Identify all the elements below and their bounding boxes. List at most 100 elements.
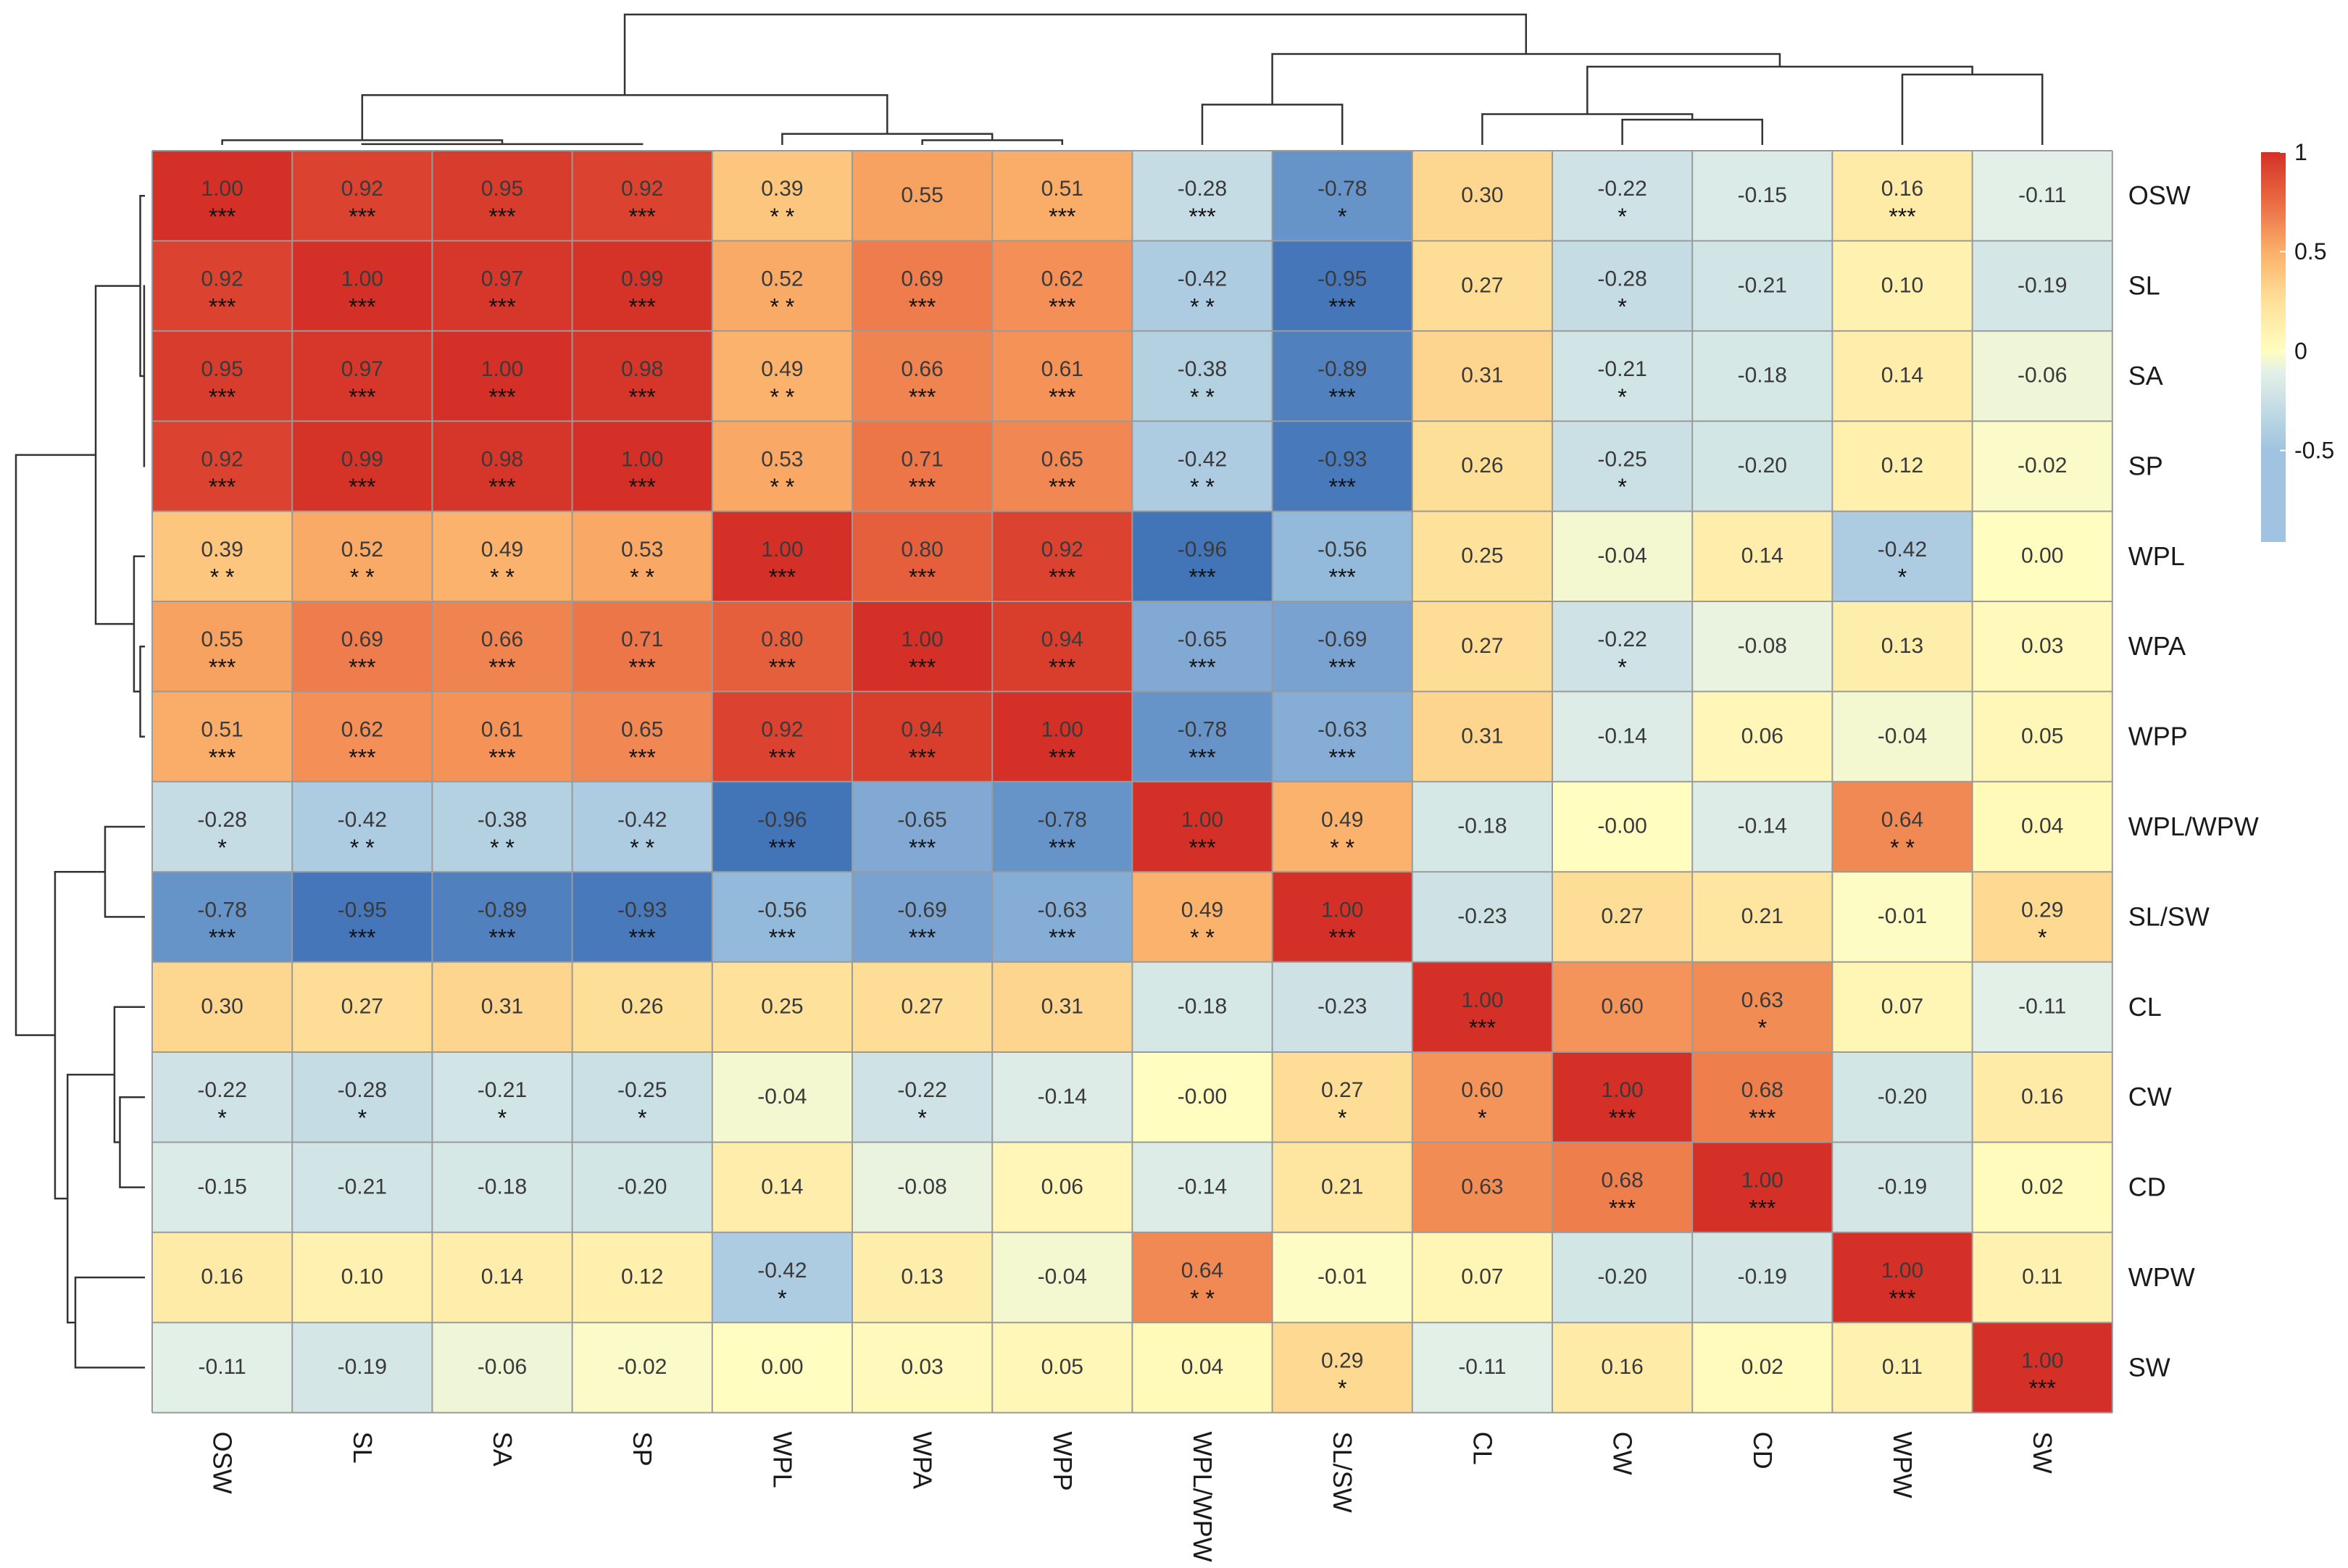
heatmap-cell bbox=[1832, 1322, 1973, 1413]
cell-value-label: -0.18 bbox=[1738, 364, 1787, 388]
cell-value-label: 0.39 bbox=[761, 177, 803, 201]
cell-significance-label: *** bbox=[1609, 1195, 1636, 1221]
row-label: CD bbox=[2128, 1172, 2166, 1202]
row-label: CW bbox=[2128, 1082, 2172, 1112]
heatmap-cell bbox=[1832, 151, 1973, 241]
heatmap-cell bbox=[1832, 962, 1973, 1052]
heatmap-cell bbox=[1972, 330, 2112, 422]
row-dendrogram-branch bbox=[133, 555, 145, 693]
cell-value-label: -0.42 bbox=[1178, 447, 1227, 471]
cell-value-label: 0.61 bbox=[481, 718, 523, 742]
cell-value-label: 1.00 bbox=[1041, 718, 1083, 742]
heatmap-cell bbox=[152, 781, 293, 872]
heatmap-cell bbox=[1552, 511, 1693, 601]
cell-significance-label: *** bbox=[209, 204, 236, 230]
row-label: OSW bbox=[2128, 180, 2191, 210]
heatmap-cell bbox=[432, 691, 573, 782]
heatmap-cell bbox=[572, 601, 712, 692]
cell-value-label: 0.00 bbox=[2021, 544, 2063, 568]
cell-significance-label: *** bbox=[209, 384, 236, 410]
cell-value-label: -0.02 bbox=[2018, 454, 2067, 478]
cell-value-label: 0.30 bbox=[1461, 183, 1503, 207]
heatmap-cell bbox=[432, 1322, 573, 1413]
cell-value-label: 0.52 bbox=[761, 267, 803, 291]
cell-value-label: -0.04 bbox=[1597, 544, 1646, 568]
cell-significance-label: *** bbox=[488, 293, 515, 320]
heatmap-cell bbox=[1132, 511, 1273, 601]
heatmap-cell bbox=[292, 691, 433, 782]
column-dendrogram-branch bbox=[1621, 118, 1764, 145]
cell-significance-label: *** bbox=[629, 474, 656, 500]
heatmap-cell bbox=[1692, 1052, 1833, 1143]
heatmap-cell bbox=[1132, 1322, 1273, 1413]
cell-value-label: 1.00 bbox=[1741, 1169, 1783, 1193]
cell-value-label: 0.14 bbox=[761, 1175, 803, 1198]
cell-value-label: -0.20 bbox=[617, 1175, 667, 1198]
heatmap-cell bbox=[1972, 872, 2112, 962]
column-label: SW bbox=[2028, 1432, 2057, 1474]
cell-value-label: 0.49 bbox=[1181, 898, 1223, 922]
cell-significance-label: *** bbox=[1188, 204, 1215, 230]
legend-tick-label: 0.5 bbox=[2294, 238, 2326, 264]
column-label: CL bbox=[1468, 1432, 1497, 1465]
heatmap-cell bbox=[152, 1232, 293, 1323]
heatmap-cell bbox=[1272, 511, 1412, 601]
cell-value-label: 0.97 bbox=[481, 267, 523, 291]
heatmap-cell bbox=[1132, 1142, 1273, 1233]
cell-significance-label: * bbox=[778, 1285, 786, 1311]
cell-value-label: -0.89 bbox=[1317, 357, 1367, 381]
cell-value-label: -0.11 bbox=[2018, 183, 2066, 207]
cell-value-label: 0.62 bbox=[1041, 267, 1083, 291]
heatmap-cell bbox=[992, 601, 1133, 692]
cell-value-label: -0.78 bbox=[1317, 177, 1367, 201]
row-label: SP bbox=[2128, 451, 2163, 480]
cell-value-label: 0.31 bbox=[1461, 724, 1503, 748]
column-dendrogram-branch bbox=[361, 94, 888, 141]
heatmap-cell bbox=[152, 1052, 293, 1143]
cell-value-label: -0.06 bbox=[478, 1355, 527, 1379]
heatmap-cell bbox=[1552, 151, 1693, 241]
cell-significance-label: * bbox=[1478, 1105, 1486, 1131]
cell-value-label: 0.02 bbox=[2021, 1175, 2063, 1198]
cell-value-label: -0.93 bbox=[617, 898, 667, 922]
heatmap-cell bbox=[292, 330, 433, 422]
heatmap-cell bbox=[1272, 872, 1412, 962]
cell-significance-label: *** bbox=[1329, 384, 1356, 410]
cell-value-label: -0.20 bbox=[1738, 454, 1787, 478]
legend-tick-label: 0 bbox=[2294, 338, 2307, 364]
cell-value-label: 1.00 bbox=[901, 627, 943, 651]
cell-significance-label: *** bbox=[1188, 654, 1215, 680]
cell-value-label: -0.65 bbox=[1178, 627, 1227, 651]
cell-significance-label: *** bbox=[1749, 1105, 1775, 1131]
heatmap-cell bbox=[1832, 691, 1973, 782]
cell-value-label: -0.78 bbox=[197, 898, 246, 922]
heatmap-cell bbox=[1832, 511, 1973, 601]
heatmap-cell bbox=[1412, 1142, 1552, 1233]
heatmap-cell bbox=[712, 781, 852, 872]
cell-significance-label: *** bbox=[209, 744, 236, 770]
cell-value-label: -0.22 bbox=[1597, 627, 1646, 651]
column-label: CW bbox=[1608, 1432, 1638, 1475]
cell-value-label: 1.00 bbox=[481, 357, 523, 381]
heatmap-cell bbox=[1972, 421, 2112, 512]
cell-significance-label: *** bbox=[1188, 744, 1215, 770]
heatmap-cell bbox=[1832, 781, 1973, 872]
cell-value-label: 0.60 bbox=[1601, 995, 1643, 1019]
cell-significance-label: *** bbox=[769, 835, 796, 861]
heatmap-cell bbox=[1692, 872, 1833, 962]
heatmap-cell bbox=[1412, 691, 1552, 782]
cell-value-label: 0.80 bbox=[761, 627, 803, 651]
cell-value-label: -0.93 bbox=[1317, 447, 1367, 471]
cell-significance-label: *** bbox=[349, 474, 375, 500]
cell-value-label: 0.49 bbox=[1321, 808, 1363, 832]
column-label: SL/SW bbox=[1328, 1432, 1357, 1513]
heatmap-cell bbox=[1272, 1232, 1412, 1323]
cell-significance-label: *** bbox=[769, 654, 796, 680]
heatmap-cell bbox=[1132, 241, 1273, 331]
heatmap-cells bbox=[152, 151, 2112, 1413]
cell-value-label: -0.15 bbox=[1738, 183, 1787, 207]
heatmap-cell bbox=[712, 691, 852, 782]
heatmap-cell bbox=[852, 330, 993, 422]
heatmap-cell bbox=[1972, 781, 2112, 872]
column-dendrogram-branch bbox=[921, 139, 1064, 145]
